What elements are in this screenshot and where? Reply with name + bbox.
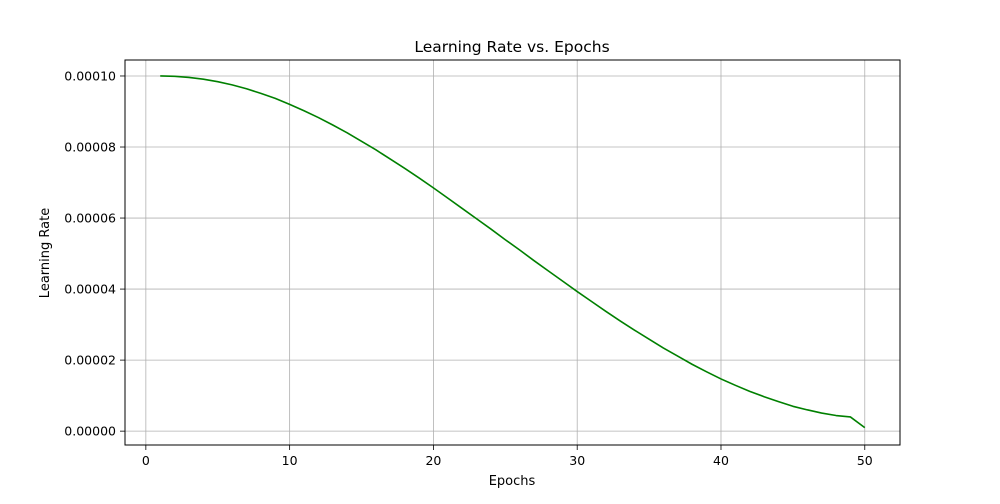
x-tick-label: 10 — [282, 453, 298, 468]
x-tick-label: 20 — [425, 453, 441, 468]
y-tick-label: 0.00008 — [64, 140, 116, 155]
x-axis-label: Epochs — [489, 474, 536, 489]
y-tick-label: 0.00004 — [64, 282, 116, 297]
y-tick-label: 0.00000 — [64, 424, 116, 439]
y-tick-label: 0.00002 — [64, 353, 116, 368]
x-tick-label: 40 — [713, 453, 729, 468]
y-tick-label: 0.00010 — [64, 68, 116, 83]
chart-title: Learning Rate vs. Epochs — [414, 38, 609, 56]
y-tick-label: 0.00006 — [64, 211, 116, 226]
x-tick-label: 50 — [857, 453, 873, 468]
x-tick-label: 0 — [142, 453, 150, 468]
y-axis-label: Learning Rate — [38, 208, 53, 298]
x-tick-label: 30 — [569, 453, 585, 468]
